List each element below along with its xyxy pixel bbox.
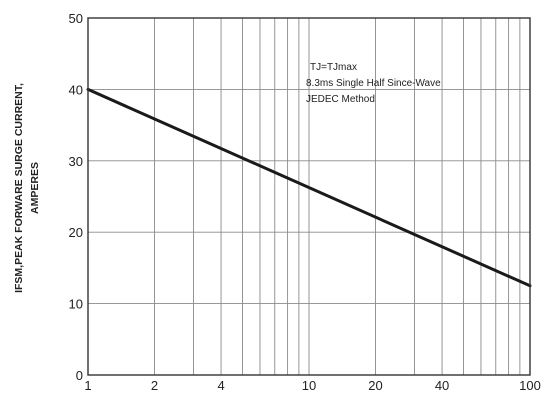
annotation-line-waveform: 8.3ms Single Half Since-Wave <box>306 78 441 89</box>
x-tick-labels: 1 2 4 10 20 40 100 <box>84 378 540 393</box>
test-condition-annotation: TJ=TJmax 8.3ms Single Half Since-Wave JE… <box>306 62 441 105</box>
y-tick-labels: 0 10 20 30 40 50 <box>69 11 83 383</box>
y-tick-label: 50 <box>69 11 83 26</box>
annotation-line-method: JEDEC Method <box>306 94 375 105</box>
y-axis-label-line-1: IFSM,PEAK FORWARE SURGE CURRENT, <box>13 83 25 293</box>
plot-frame <box>87 17 531 376</box>
x-tick-label: 40 <box>435 378 449 393</box>
y-tick-label: 10 <box>69 297 83 312</box>
y-tick-label: 40 <box>69 82 83 97</box>
annotation-line-junction-temp: TJ=TJmax <box>310 62 357 73</box>
series-line <box>86 87 532 288</box>
x-tick-label: 2 <box>151 378 158 393</box>
x-tick-label: 100 <box>519 378 541 393</box>
x-tick-label: 10 <box>302 378 316 393</box>
y-tick-label: 30 <box>69 154 83 169</box>
grid-lines <box>88 18 530 375</box>
y-tick-label: 20 <box>69 225 83 240</box>
series-layer <box>86 87 532 288</box>
y-axis-label-line-2: AMPERES <box>29 162 41 214</box>
x-tick-label: 4 <box>217 378 224 393</box>
x-tick-label: 20 <box>368 378 382 393</box>
y-axis-label: IFSM,PEAK FORWARE SURGE CURRENT, AMPERES <box>13 83 41 293</box>
x-tick-label: 1 <box>84 378 91 393</box>
y-tick-label: 0 <box>76 368 83 383</box>
